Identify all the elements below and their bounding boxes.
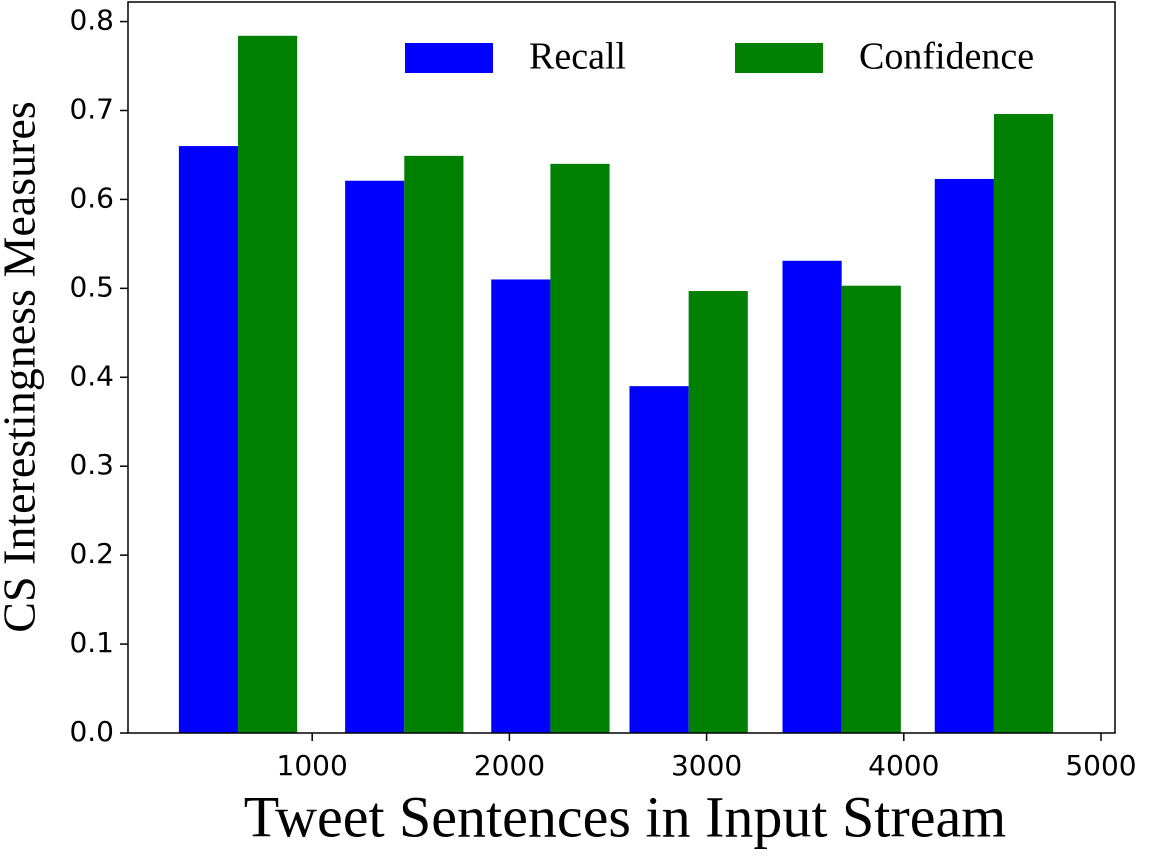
y-tick-label: 0.3 [69, 448, 114, 481]
y-tick-label: 0.0 [69, 715, 114, 748]
plot-frame [127, 1, 1116, 734]
bar [629, 386, 689, 733]
bar [550, 163, 610, 734]
bar [993, 114, 1054, 734]
y-tick-label: 0.4 [69, 359, 114, 392]
legend-label: Confidence [859, 36, 1034, 78]
bar [491, 279, 551, 733]
bar [178, 146, 239, 734]
bar [345, 180, 405, 733]
y-tick-label: 0.2 [69, 537, 114, 570]
bar [238, 35, 298, 733]
y-axis-label: CS Interestingness Measures [0, 101, 45, 632]
bar [934, 178, 994, 733]
y-tick-label: 0.7 [69, 92, 114, 125]
x-tick-label: 4000 [868, 749, 939, 782]
x-tick-label: 5000 [1065, 749, 1136, 782]
bar [404, 155, 464, 734]
x-tick-label: 3000 [671, 749, 742, 782]
x-tick-label: 2000 [474, 749, 545, 782]
x-tick-label: 1000 [277, 749, 348, 782]
y-tick-label: 0.6 [69, 181, 114, 214]
bar [782, 260, 842, 733]
y-tick-label: 0.5 [69, 270, 114, 303]
bar [841, 285, 901, 733]
legend-label: Recall [529, 36, 626, 78]
bar [688, 291, 748, 733]
legend-swatch [405, 43, 493, 73]
legend-swatch [735, 43, 823, 73]
y-tick-label: 0.1 [69, 626, 114, 659]
x-axis-label: Tweet Sentences in Input Stream [244, 784, 1007, 849]
y-tick-label: 0.8 [69, 4, 114, 37]
